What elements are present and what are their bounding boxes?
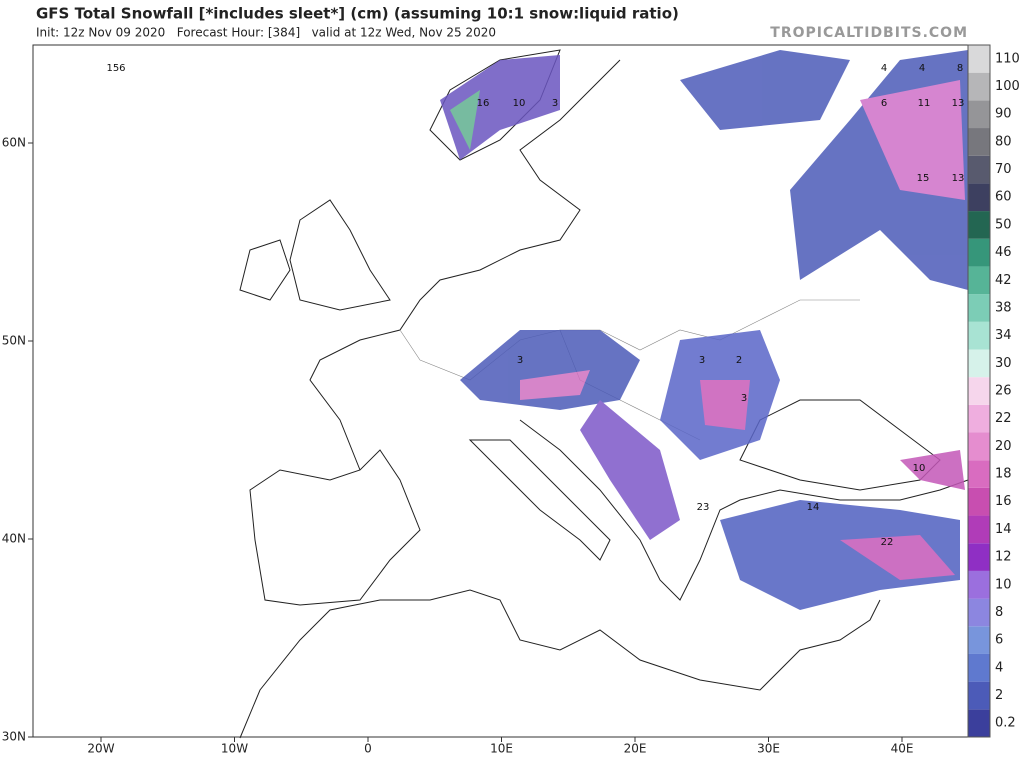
lon-label: 30E (757, 742, 780, 756)
colorbar-label: 110 (995, 51, 1020, 66)
colorbar-segment (968, 155, 990, 184)
colorbar-segment (968, 72, 990, 101)
colorbar-segment (968, 349, 990, 378)
lat-label: 50N (2, 334, 26, 348)
map-value-label: 22 (881, 537, 894, 548)
map-value-label: 6 (881, 98, 887, 109)
map-value-label: 4 (919, 63, 925, 74)
colorbar-label: 6 (995, 633, 1003, 648)
colorbar-label: 8 (995, 605, 1003, 620)
colorbar-segment (968, 570, 990, 599)
colorbar-segment (968, 404, 990, 433)
colorbar-segment (968, 183, 990, 212)
colorbar-frame (967, 44, 991, 738)
colorbar-segment (968, 432, 990, 461)
colorbar-segment (968, 460, 990, 488)
snow-area (840, 535, 955, 580)
colorbar-segment (968, 100, 990, 129)
subtitle: Init: 12z Nov 09 2020 Forecast Hour: [38… (36, 26, 496, 40)
colorbar-label: 22 (995, 411, 1012, 426)
map-value-label: 2 (736, 355, 742, 366)
map-value-label: 3 (699, 355, 705, 366)
map-value-label: 13 (952, 98, 965, 109)
map-value-label: 156 (106, 63, 125, 74)
lon-label: 0 (364, 742, 372, 756)
colorbar-label: 14 (995, 522, 1012, 537)
colorbar-segment (968, 543, 990, 571)
colorbar-segment (968, 321, 990, 350)
map-value-label: 3 (552, 98, 558, 109)
map-value-label: 15 (917, 173, 930, 184)
lon-label: 20E (624, 742, 647, 756)
snow-areas (440, 50, 968, 610)
colorbar-segment (968, 487, 990, 516)
colorbar-segment (968, 515, 990, 544)
map-value-label: 10 (513, 98, 526, 109)
snow-area (580, 400, 680, 540)
colorbar-segment (968, 128, 990, 156)
snow-area (520, 370, 590, 400)
colorbar-label: 38 (995, 300, 1012, 315)
map-value-label: 14 (807, 502, 820, 513)
colorbar-label: 0.2 (995, 716, 1016, 731)
colorbar-label: 60 (995, 190, 1012, 205)
colorbar-segment (968, 709, 990, 737)
map-value-label: 4 (881, 63, 887, 74)
map-value-label: 23 (697, 502, 710, 513)
snow-area (680, 50, 850, 130)
map-outlines (239, 49, 969, 739)
map-value-label: 3 (741, 393, 747, 404)
lon-label: 10E (490, 742, 513, 756)
colorbar-segment (968, 681, 990, 710)
title: GFS Total Snowfall [*includes sleet*] (c… (36, 5, 679, 23)
colorbar-label: 16 (995, 494, 1012, 509)
colorbar-label: 12 (995, 550, 1012, 565)
snow-area (460, 330, 640, 410)
colorbar-segment (968, 377, 990, 405)
colorbar-label: 20 (995, 439, 1012, 454)
lat-label: 30N (2, 730, 26, 744)
colorbar-segment (968, 266, 990, 295)
colorbar-label: 2 (995, 688, 1003, 703)
lat-label: 60N (2, 136, 26, 150)
colorbar-label: 30 (995, 356, 1012, 371)
colorbar-label: 90 (995, 107, 1012, 122)
colorbar-label: 70 (995, 162, 1012, 177)
map-value-label: 16 (477, 98, 490, 109)
colorbar-label: 4 (995, 660, 1003, 675)
colorbar-segment (968, 211, 990, 239)
colorbar-segment (968, 626, 990, 654)
lon-label: 20W (87, 742, 114, 756)
snow-area (860, 80, 965, 200)
colorbar-segment (968, 238, 990, 267)
map-value-label: 8 (957, 63, 963, 74)
map-value-label: 3 (517, 355, 523, 366)
snow-area (700, 380, 750, 430)
colorbar-label: 42 (995, 273, 1012, 288)
colorbar-label: 34 (995, 328, 1012, 343)
colorbar-segment (968, 294, 990, 322)
snow-area (900, 450, 965, 490)
colorbar-segment (968, 653, 990, 682)
snow-area (720, 500, 960, 610)
colorbar-label: 26 (995, 384, 1012, 399)
lon-label: 10W (221, 742, 248, 756)
map-value-label: 11 (918, 98, 931, 109)
colorbar-segment (968, 598, 990, 627)
lon-label: 40E (891, 742, 914, 756)
colorbar-label: 46 (995, 245, 1012, 260)
colorbar-label: 18 (995, 467, 1012, 482)
snow-area (450, 90, 480, 150)
colorbar-label: 80 (995, 134, 1012, 149)
map-value-label: 10 (913, 463, 926, 474)
watermark: TROPICALTIDBITS.COM (770, 25, 968, 41)
colorbar-segment (968, 45, 990, 73)
colorbar-label: 10 (995, 577, 1012, 592)
colorbar-label: 50 (995, 217, 1012, 232)
lat-label: 40N (2, 532, 26, 546)
colorbar-label: 100 (995, 79, 1020, 94)
map-value-label: 13 (952, 173, 965, 184)
